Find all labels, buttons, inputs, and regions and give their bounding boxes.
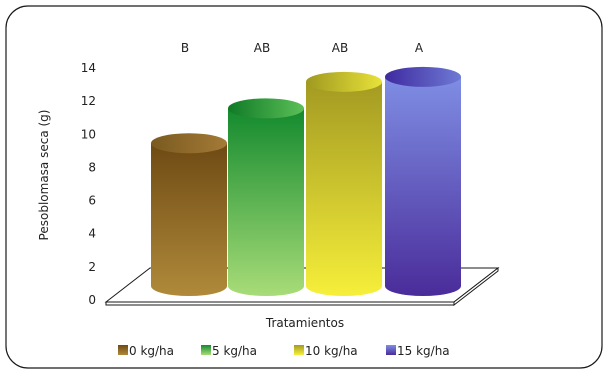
significance-letter: AB [332,41,348,55]
bar [151,133,227,296]
x-axis-label: Tratamientos [265,316,344,330]
bar-body [151,143,227,296]
legend: 0 kg/ha 5 kg/ha 10 kg/ha 15 kg/ha [118,344,450,358]
y-axis-label: Pesoblomasa seca (g) [37,110,51,241]
bars [151,66,461,296]
bar-body [306,81,382,296]
bar-top [151,133,227,154]
significance-letters: B AB AB A [181,41,424,55]
legend-label: 15 kg/ha [397,344,450,358]
bar-top [306,71,382,92]
floor-side [453,266,499,307]
y-axis-ticks: 0 2 4 6 8 10 12 14 [81,61,96,307]
significance-letter: A [415,41,424,55]
y-tick-label: 10 [81,127,96,141]
significance-letter: B [181,41,189,55]
bar-top [385,66,461,87]
legend-swatch [294,345,304,355]
legend-label: 10 kg/ha [305,344,358,358]
y-tick-label: 4 [88,227,96,241]
legend-swatch [118,345,128,355]
bar [306,71,382,296]
bar [228,98,304,296]
legend-swatch [201,345,211,355]
legend-label: 5 kg/ha [212,344,257,358]
bar-body [385,76,461,296]
y-tick-label: 12 [81,94,96,108]
y-tick-label: 2 [88,260,96,274]
significance-letter: AB [254,41,270,55]
legend-label: 0 kg/ha [129,344,174,358]
y-tick-label: 14 [81,61,96,75]
y-tick-label: 8 [88,160,96,174]
y-tick-label: 6 [88,194,96,208]
legend-swatch [386,345,396,355]
bar [385,66,461,296]
floor-front [105,301,455,306]
y-tick-label: 0 [88,293,96,307]
bar-body [228,108,304,296]
bar-top [228,98,304,119]
